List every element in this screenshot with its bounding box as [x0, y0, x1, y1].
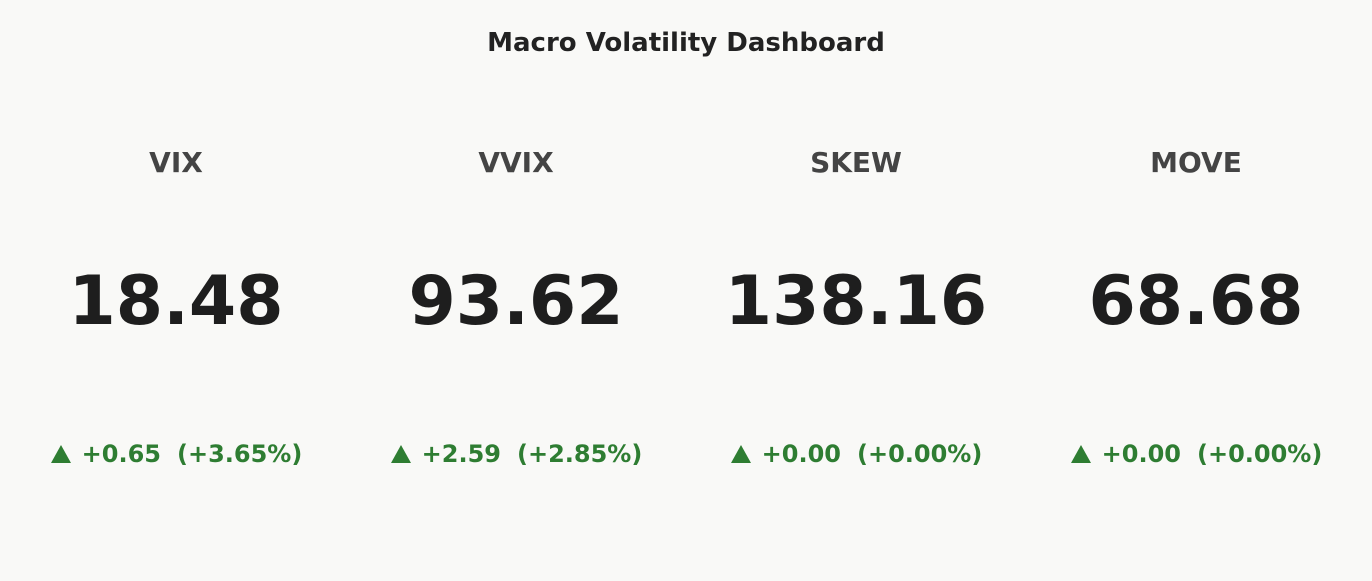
indicator-value: 68.68 — [1088, 262, 1304, 341]
indicator-delta: +0.00 (+0.00%) — [686, 440, 1026, 468]
indicator-value: 18.48 — [68, 262, 284, 341]
indicator-delta: +2.59 (+2.85%) — [346, 440, 686, 468]
triangle — [50, 445, 71, 463]
indicator-card: VIX 18.48 +0.65 (+3.65%) — [6, 0, 346, 581]
up-arrow — [730, 445, 751, 463]
indicator-label: VIX — [149, 146, 203, 179]
indicator-label: SKEW — [810, 146, 902, 179]
indicator-label: MOVE — [1150, 146, 1242, 179]
up-arrow — [50, 445, 71, 463]
triangle — [1070, 445, 1091, 463]
indicator-value: 138.16 — [724, 262, 988, 341]
dashboard-title: Macro Volatility Dashboard — [487, 28, 885, 58]
indicator-label: VVIX — [478, 146, 554, 179]
delta-value: +0.00 — [761, 440, 841, 468]
up-arrow — [390, 445, 411, 463]
delta-value: +2.59 — [421, 440, 501, 468]
delta-percent: (+3.65%) — [177, 440, 303, 468]
indicator-card: MOVE 68.68 +0.00 (+0.00%) — [1026, 0, 1366, 581]
delta-percent: (+2.85%) — [517, 440, 643, 468]
delta-value: +0.00 — [1101, 440, 1181, 468]
delta-value: +0.65 — [81, 440, 161, 468]
delta-percent: (+0.00%) — [857, 440, 983, 468]
triangle — [730, 445, 751, 463]
indicator-row: VIX 18.48 +0.65 (+3.65%) VVIX 93.62 +2.59 (+2.8… — [6, 0, 1366, 581]
indicator-delta: +0.65 (+3.65%) — [6, 440, 346, 468]
delta-percent: (+0.00%) — [1197, 440, 1323, 468]
indicator-card: SKEW 138.16 +0.00 (+0.00%) — [686, 0, 1026, 581]
up-arrow — [1070, 445, 1091, 463]
indicator-card: VVIX 93.62 +2.59 (+2.85%) — [346, 0, 686, 581]
triangle — [390, 445, 411, 463]
indicator-delta: +0.00 (+0.00%) — [1026, 440, 1366, 468]
indicator-value: 93.62 — [408, 262, 624, 341]
